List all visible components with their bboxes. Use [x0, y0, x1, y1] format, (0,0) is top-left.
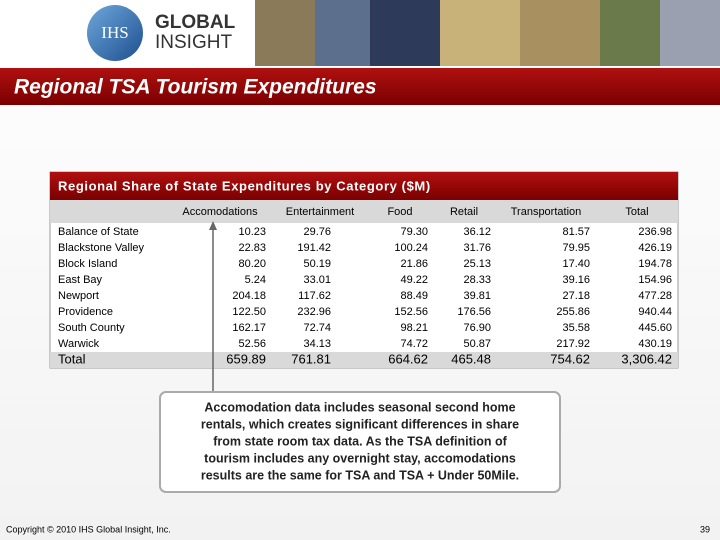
callout-text: from state room tax data. As the TSA def…: [213, 434, 507, 448]
cell: 39.81: [463, 290, 491, 302]
logo-text: GLOBAL: [155, 12, 236, 33]
cell: 122.50: [232, 306, 266, 318]
row-label: East Bay: [58, 274, 103, 286]
cell: 191.42: [297, 242, 331, 254]
callout-arrow: [209, 221, 217, 230]
cell: 88.49: [400, 290, 428, 302]
cell: 81.57: [562, 226, 590, 238]
cell: 430.19: [638, 338, 672, 350]
cell: 426.19: [638, 242, 672, 254]
callout-box: [159, 391, 561, 493]
callout-text: tourism includes any overnight stay, acc…: [204, 451, 516, 465]
row-label: Providence: [58, 306, 113, 318]
total-label: Total: [58, 351, 86, 366]
cell: 5.24: [245, 274, 266, 286]
row-label: South County: [58, 322, 125, 334]
cell: 35.58: [562, 322, 590, 334]
total-cell: 3,306.42: [621, 351, 672, 366]
row-label: Balance of State: [58, 226, 139, 238]
callout-text: rentals, which creates significant diffe…: [201, 417, 519, 431]
total-cell: 761.81: [291, 351, 331, 366]
cell: 940.44: [638, 306, 672, 318]
callout-text: results are the same for TSA and TSA + U…: [201, 468, 519, 482]
cell: 29.76: [303, 226, 331, 238]
cell: 477.28: [638, 290, 672, 302]
cell: 162.17: [232, 322, 266, 334]
table-title-bar: [50, 172, 678, 200]
cell: 98.21: [400, 322, 428, 334]
logo-mark: IHS: [101, 23, 128, 42]
cell: 232.96: [297, 306, 331, 318]
cell: 154.96: [638, 274, 672, 286]
cell: 72.74: [303, 322, 331, 334]
total-cell: 754.62: [550, 351, 590, 366]
cell: 79.30: [400, 226, 428, 238]
column-header: Accomodations: [182, 206, 258, 218]
cell: 194.78: [638, 258, 672, 270]
cell: 52.56: [238, 338, 266, 350]
cell: 50.19: [303, 258, 331, 270]
cell: 34.13: [303, 338, 331, 350]
column-header: Entertainment: [286, 206, 354, 218]
title-bar: [0, 68, 720, 105]
logo-text: INSIGHT: [155, 32, 232, 53]
cell: 31.76: [463, 242, 491, 254]
copyright: Copyright © 2010 IHS Global Insight, Inc…: [6, 524, 171, 534]
cell: 117.62: [298, 290, 331, 302]
table-title: Regional Share of State Expenditures by …: [58, 178, 431, 193]
total-cell: 664.62: [388, 351, 428, 366]
cell: 33.01: [303, 274, 331, 286]
column-header: Food: [387, 206, 412, 218]
cell: 100.24: [394, 242, 428, 254]
row-label: Newport: [58, 290, 99, 302]
cell: 204.18: [232, 290, 266, 302]
cell: 50.87: [463, 338, 491, 350]
logo-globe: [87, 5, 143, 61]
cell: 152.56: [394, 306, 428, 318]
cell: 255.86: [556, 306, 590, 318]
row-label: Block Island: [58, 258, 117, 270]
column-header: Retail: [450, 206, 478, 218]
column-header: Total: [625, 206, 648, 218]
cell: 74.72: [400, 338, 428, 350]
cell: 79.95: [562, 242, 590, 254]
cell: 21.86: [400, 258, 428, 270]
cell: 176.56: [457, 306, 491, 318]
row-label: Warwick: [58, 338, 100, 350]
cell: 217.92: [556, 338, 590, 350]
cell: 39.16: [562, 274, 590, 286]
cell: 76.90: [463, 322, 491, 334]
cell: 28.33: [463, 274, 491, 286]
total-cell: 465.48: [451, 351, 491, 366]
cell: 10.23: [238, 226, 266, 238]
header-row: [50, 200, 678, 223]
page-number: 39: [700, 524, 710, 534]
cell: 236.98: [638, 226, 672, 238]
cell: 22.83: [238, 242, 266, 254]
callout-text: Accomodation data includes seasonal seco…: [204, 400, 515, 414]
cell: 27.18: [562, 290, 590, 302]
total-cell: 659.89: [226, 351, 266, 366]
photos: [255, 0, 720, 66]
column-header: Transportation: [511, 206, 582, 218]
cell: 25.13: [463, 258, 491, 270]
slide-title: Regional TSA Tourism Expenditures: [14, 76, 377, 99]
cell: 17.40: [562, 258, 590, 270]
cell: 80.20: [238, 258, 266, 270]
total-row: [50, 352, 678, 368]
cell: 36.12: [463, 226, 491, 238]
cell: 49.22: [400, 274, 428, 286]
cell: 445.60: [638, 322, 672, 334]
row-label: Blackstone Valley: [58, 242, 145, 254]
